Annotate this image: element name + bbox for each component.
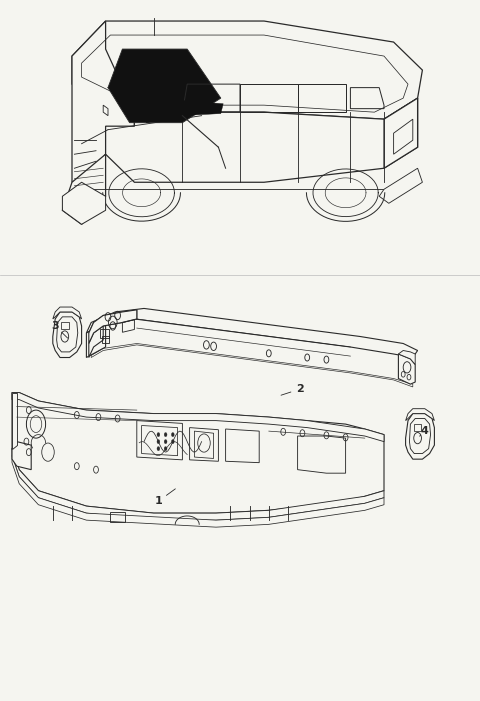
Circle shape — [164, 433, 167, 437]
Polygon shape — [398, 354, 415, 384]
Polygon shape — [62, 154, 106, 224]
Text: 1: 1 — [155, 496, 162, 506]
Polygon shape — [406, 414, 434, 459]
Text: 2: 2 — [296, 384, 304, 394]
Polygon shape — [86, 308, 418, 358]
Bar — [102, 336, 109, 343]
Polygon shape — [103, 105, 108, 116]
Bar — [61, 322, 69, 329]
Polygon shape — [106, 98, 418, 182]
Polygon shape — [379, 168, 422, 203]
Circle shape — [157, 447, 160, 451]
Polygon shape — [12, 393, 384, 442]
Polygon shape — [72, 21, 134, 182]
Polygon shape — [86, 322, 106, 358]
Polygon shape — [62, 182, 106, 224]
Polygon shape — [142, 100, 223, 123]
Polygon shape — [12, 442, 31, 470]
Polygon shape — [12, 456, 384, 527]
Polygon shape — [53, 312, 82, 358]
Polygon shape — [89, 310, 137, 343]
Polygon shape — [89, 326, 103, 358]
Polygon shape — [53, 307, 82, 319]
Bar — [110, 512, 125, 522]
Polygon shape — [12, 449, 384, 520]
Circle shape — [157, 440, 160, 444]
Polygon shape — [398, 350, 415, 365]
Polygon shape — [108, 49, 221, 123]
Polygon shape — [406, 409, 434, 421]
Polygon shape — [384, 98, 418, 168]
Circle shape — [171, 433, 174, 437]
Circle shape — [164, 447, 167, 451]
Text: 3: 3 — [51, 321, 59, 331]
Bar — [414, 424, 421, 431]
Polygon shape — [12, 393, 384, 513]
Text: 4: 4 — [421, 426, 429, 436]
Polygon shape — [12, 393, 17, 449]
Circle shape — [171, 440, 174, 444]
Polygon shape — [72, 21, 422, 119]
Circle shape — [164, 440, 167, 444]
Bar — [100, 329, 109, 338]
Polygon shape — [89, 310, 137, 333]
Circle shape — [157, 433, 160, 437]
